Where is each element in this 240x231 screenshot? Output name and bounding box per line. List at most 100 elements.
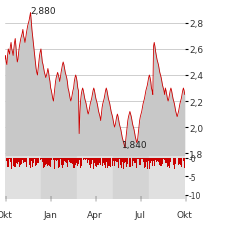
Bar [88, 158, 89, 160]
Bar [149, 156, 186, 199]
Bar [25, 158, 26, 162]
Bar [94, 158, 95, 163]
Bar [33, 158, 34, 164]
Bar [42, 158, 43, 162]
Bar [148, 158, 149, 162]
Bar [141, 158, 142, 159]
Bar [168, 158, 169, 166]
Bar [46, 158, 47, 165]
Bar [139, 158, 140, 165]
Bar [105, 158, 106, 169]
Bar [16, 158, 17, 163]
Bar [159, 158, 160, 165]
Bar [145, 158, 146, 159]
Bar [58, 158, 59, 168]
Bar [66, 158, 67, 164]
Bar [99, 158, 100, 163]
Bar [37, 158, 38, 163]
Bar [146, 158, 147, 162]
Bar [95, 158, 96, 164]
Text: 1,840: 1,840 [121, 141, 147, 150]
Bar [22, 158, 23, 160]
Bar [108, 158, 109, 166]
Bar [128, 158, 129, 159]
Bar [71, 158, 72, 163]
Bar [9, 158, 10, 159]
Bar [164, 158, 165, 160]
Bar [123, 158, 124, 169]
Bar [19, 158, 20, 167]
Bar [45, 158, 46, 165]
Bar [51, 158, 52, 160]
Bar [30, 158, 31, 168]
Bar [43, 158, 44, 168]
Bar [69, 158, 70, 163]
Bar [87, 158, 88, 163]
Bar [96, 158, 97, 168]
Bar [53, 158, 54, 161]
Bar [77, 158, 78, 159]
Bar [154, 158, 155, 166]
Text: |: | [49, 194, 51, 200]
Bar [166, 158, 167, 164]
Bar [75, 158, 76, 166]
Text: |: | [94, 194, 96, 200]
Text: |: | [4, 194, 6, 200]
Bar [157, 158, 158, 162]
Bar [54, 158, 55, 169]
Bar [169, 158, 170, 169]
Bar [17, 158, 18, 164]
Bar [36, 158, 37, 166]
Bar [64, 158, 65, 161]
Bar [182, 158, 183, 159]
Bar [40, 158, 41, 160]
Bar [60, 158, 61, 159]
Bar [167, 158, 168, 167]
Bar [7, 158, 8, 167]
Bar [74, 158, 75, 169]
Bar [113, 158, 114, 161]
Bar [41, 156, 77, 199]
Bar [109, 158, 110, 166]
Bar [72, 158, 73, 169]
Bar [76, 158, 77, 163]
Bar [112, 158, 113, 166]
Bar [131, 158, 132, 159]
Bar [68, 158, 69, 161]
Bar [77, 156, 113, 199]
Bar [114, 158, 115, 166]
Bar [179, 158, 180, 165]
Bar [100, 158, 101, 165]
Bar [44, 158, 45, 167]
Bar [184, 158, 185, 163]
Bar [119, 158, 120, 160]
Bar [181, 158, 182, 167]
Bar [134, 158, 135, 163]
Bar [62, 158, 63, 168]
Bar [147, 158, 148, 169]
Bar [144, 158, 145, 168]
Bar [161, 158, 162, 166]
Bar [65, 158, 66, 162]
Bar [48, 158, 49, 165]
Bar [115, 158, 116, 161]
Bar [104, 158, 105, 166]
Bar [133, 158, 134, 162]
Bar [90, 158, 91, 168]
Bar [79, 158, 80, 167]
Bar [150, 158, 151, 163]
Bar [149, 158, 150, 169]
Bar [156, 158, 157, 162]
Bar [106, 158, 107, 162]
Bar [18, 158, 19, 162]
Bar [138, 158, 139, 162]
Bar [31, 158, 32, 164]
Bar [78, 158, 79, 164]
Bar [29, 158, 30, 160]
Bar [49, 158, 50, 166]
Bar [140, 158, 141, 165]
Text: 2,880: 2,880 [30, 7, 56, 16]
Bar [126, 158, 127, 167]
Bar [63, 158, 64, 166]
Bar [10, 158, 11, 162]
